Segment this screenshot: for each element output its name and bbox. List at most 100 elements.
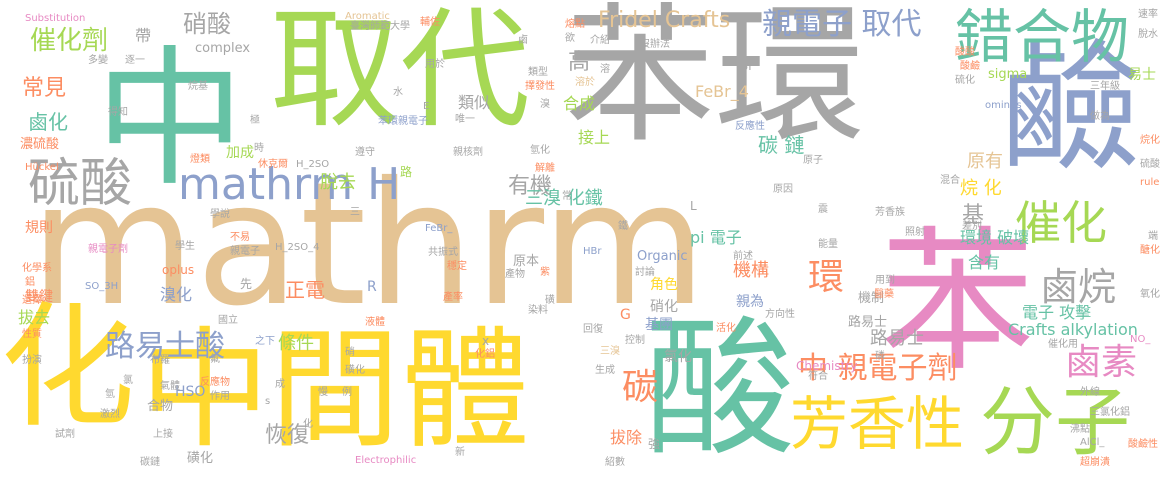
word-tanghua: 醣化 [1140, 245, 1160, 256]
word-xiu: 溴 [540, 99, 550, 110]
word-jituan: 基團 [645, 317, 673, 333]
word-hbr: HBr [583, 246, 602, 257]
word-shi: 時 [254, 143, 264, 154]
word-shangjie: 上接 [153, 429, 173, 440]
word-weiyi: 唯一 [455, 114, 475, 125]
word-dianzi-gongji: 電子 攻擊 [1022, 303, 1092, 322]
word-huang: 磺 [545, 295, 555, 306]
word-l: L [690, 199, 697, 213]
word-nongliusuan: 濃硫酸 [20, 137, 60, 152]
word-yu: 欲 [565, 33, 575, 44]
word-denglei: 燈類 [190, 154, 210, 165]
word-xin: 新 [455, 447, 465, 458]
word-yeti: 液體 [365, 317, 385, 328]
word-fuzuo: 輔佐 [420, 17, 440, 28]
word-zhongjianti: 中間體 [140, 314, 531, 466]
word-zhuyi: 逐一 [125, 55, 145, 66]
word-buyi: 不易 [230, 232, 250, 243]
word-wan-hua: 烷 化 [960, 178, 1002, 199]
word-buluo: 布羅 [150, 355, 170, 366]
word-fangxiangxing-small: 方向性 [765, 309, 795, 320]
word-shui: 水 [393, 87, 403, 98]
word-yuanyin: 原因 [773, 184, 793, 195]
word-chemistry: Chemistry [796, 359, 858, 373]
word-dezhi: 得知 [108, 107, 128, 118]
word-jigou: 機構 [733, 260, 769, 281]
word-wanhua-small: 烷化 [1140, 135, 1160, 146]
word-br: Br [740, 59, 754, 73]
word-hecheng: 合成 [563, 94, 596, 113]
word-yongdao: 用到 [875, 275, 895, 286]
word-jilie: 激烈 [100, 409, 120, 420]
word-xuesheng: 學生 [175, 241, 195, 252]
word-alcl: AlCl_ [1080, 437, 1105, 448]
word-yuanzi: 原子 [803, 155, 823, 166]
word-hua: 化 [0, 289, 135, 446]
word-shaoshu: 紹數 [605, 457, 625, 468]
word-suan: 酸 [645, 303, 796, 477]
word-qinheji: 親核劑 [453, 147, 483, 158]
word-chanlv: 產率 [443, 292, 463, 303]
word-sanlvhualv: 三氯化鋁 [1090, 407, 1130, 418]
word-baqu: 拔去 [18, 308, 51, 327]
word-huanghua-small: 磺化 [345, 365, 365, 376]
word-jiaose: 角色 [650, 277, 678, 293]
word-qinwei: 親為 [736, 294, 764, 310]
word-xuanze: 選擇 [22, 295, 42, 306]
word-qianshu: 前述 [733, 251, 753, 262]
word-zhen: 震 [818, 204, 828, 215]
word-chaobengkui: 超崩潰 [1080, 457, 1110, 468]
word-rongdian: 熔點 [565, 19, 585, 30]
word-luyishisuan: 路易士酸 [105, 329, 225, 364]
word-ji-small: 極 [250, 115, 260, 126]
word-zi: 紫 [540, 267, 550, 278]
word-fanyingxing: 反應性 [735, 121, 765, 132]
word-jieshao: 介紹 [590, 35, 610, 46]
word-jizhi: 機制 [858, 291, 885, 306]
word-zuoyong: 作用 [210, 391, 230, 402]
word-dai: 帶 [135, 26, 152, 45]
word-leisi: 類似 [458, 93, 491, 112]
word-shengcheng: 生成 [595, 365, 615, 376]
word-tan-lian: 碳 鏈 [758, 133, 805, 157]
word-chanwu: 產物 [505, 269, 525, 280]
word-taolun: 討論 [635, 267, 655, 278]
word-shuangjian: 雙鍵 [25, 289, 53, 305]
word-zhong-qindianziji: 中 親電子劑 [798, 351, 958, 386]
word-luhua: 鹵化 [28, 110, 68, 134]
word-hunhe: 混合 [940, 175, 960, 186]
word-cuoheiwu: 錯合物 [955, 3, 1130, 71]
word-h2so: H_2SO [296, 159, 330, 170]
word-substitution: Substitution [25, 13, 86, 24]
word-zhixia: 之下 [255, 336, 275, 347]
word-duan: 端 [1148, 231, 1158, 242]
word-yuanyou: 原有 [967, 151, 1003, 172]
word-qindianziji-small: 親電子劑 [88, 244, 128, 255]
word-g: G [620, 307, 631, 323]
word-fenzi: 分子 [980, 378, 1131, 466]
word-sulv: 速率 [1138, 9, 1158, 20]
word-jieshang: 接上 [578, 128, 611, 147]
word-leixing: 類型 [528, 67, 548, 78]
word-complex: complex [195, 41, 251, 56]
word-qing-small: 氫 [105, 389, 115, 400]
word-mathrm-h: mathrm H [178, 159, 401, 210]
word-xiaosuan: 硝酸 [183, 10, 231, 38]
word-lvhua: 氯化 [664, 349, 692, 365]
word-hua-small: 化 [303, 419, 313, 430]
word-feidian: 沸點 [1070, 424, 1090, 435]
word-luyishi-small: 路易士 [848, 315, 888, 330]
word-shiji: 試劑 [55, 429, 75, 440]
word-huohua: 活化 [716, 323, 736, 334]
word-lu-small: 鹵 [518, 35, 528, 46]
word-qudai: 取代 [270, 0, 531, 146]
word-cheng: 成 [275, 379, 285, 390]
word-organic: Organic [637, 249, 688, 264]
word-yiyao: 醫藥 [874, 289, 894, 300]
word-xian: 先 [240, 277, 253, 291]
word-xiukeer: 休克爾 [258, 159, 288, 170]
word-febr: FeBr_ [425, 223, 453, 234]
word-rong: 溶 [600, 64, 610, 75]
word-oplus: oplus [162, 263, 195, 277]
word-liuhua: 硫化 [955, 75, 975, 86]
